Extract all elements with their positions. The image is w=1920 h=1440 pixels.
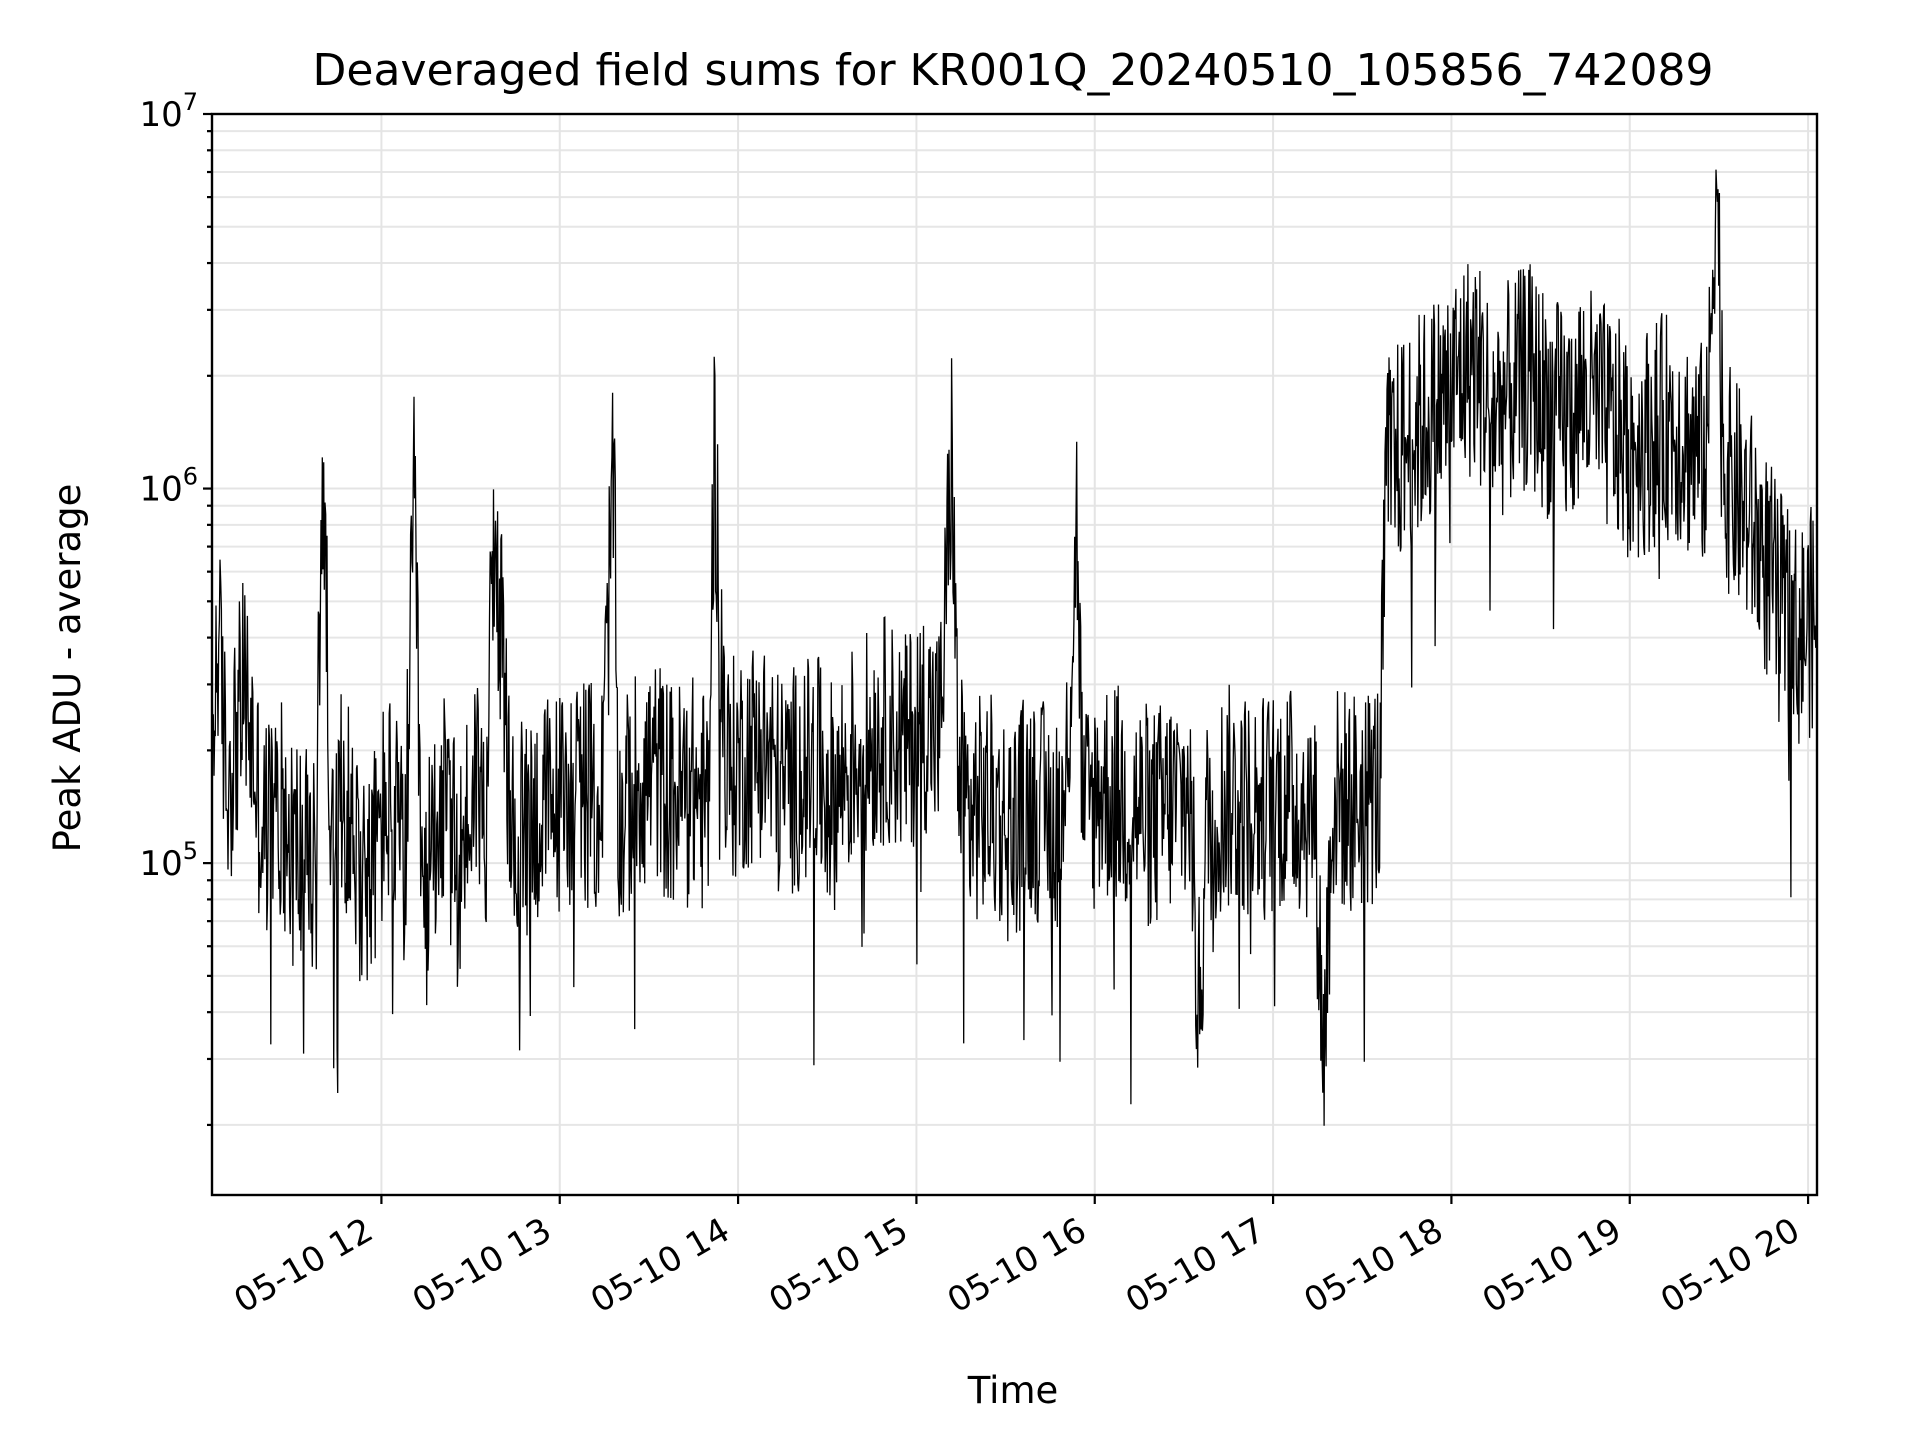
x-axis: 05-10 12 05-10 13 05-10 14 05-10 15 05-10 16…: [228, 1195, 1810, 1321]
x-tick-label: 05-10 19: [1476, 1210, 1628, 1321]
x-tick-label: 05-10 18: [1298, 1210, 1450, 1321]
x-tick-label: 05-10 13: [406, 1210, 558, 1321]
chart-title: Deaveraged field sums for KR001Q_2024051…: [313, 45, 1714, 96]
series-line-peaks: [212, 161, 1814, 1059]
x-tick-label: 05-10 16: [941, 1210, 1093, 1321]
x-tick-label: 05-10 12: [228, 1210, 380, 1321]
y-axis-label: Peak ADU - average: [46, 484, 89, 853]
y-tick-label: 105: [139, 837, 198, 884]
x-tick-label: 05-10 17: [1119, 1210, 1271, 1321]
x-tick-label: 05-10 15: [763, 1210, 915, 1321]
y-tick-label: 106: [139, 463, 198, 510]
x-tick-label: 05-10 20: [1654, 1210, 1806, 1321]
grid: [212, 113, 1817, 1195]
x-axis-label: Time: [967, 1369, 1059, 1412]
y-axis: 105 106 107: [139, 88, 212, 1127]
x-tick-label: 05-10 14: [584, 1210, 736, 1321]
y-tick-label: 107: [139, 88, 198, 135]
plot-frame: [210, 112, 1819, 1197]
series-line: [211, 169, 1818, 1126]
